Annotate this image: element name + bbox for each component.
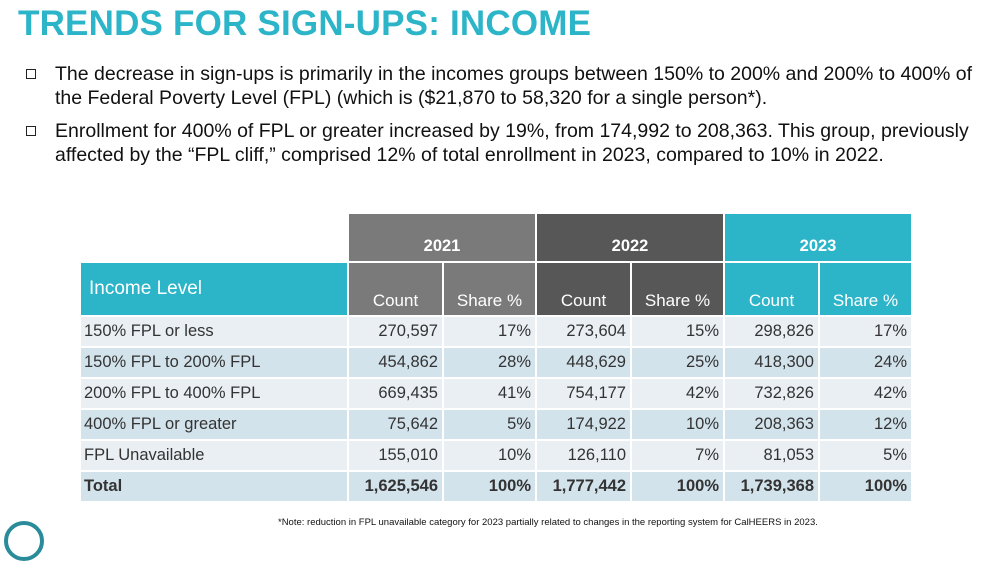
bullet-item: The decrease in sign-ups is primarily in… — [22, 62, 987, 110]
count-cell: 174,922 — [535, 408, 632, 441]
share-header: Share % — [442, 261, 537, 317]
bullet-text: Enrollment for 400% of FPL or greater in… — [55, 120, 969, 166]
count-header: Count — [535, 261, 632, 317]
share-cell: 41% — [442, 377, 537, 410]
count-cell: 270,597 — [347, 315, 444, 348]
income-level-header: Income Level — [79, 261, 349, 317]
year-header-2022: 2022 — [535, 212, 725, 263]
bullet-item: Enrollment for 400% of FPL or greater in… — [22, 119, 987, 167]
share-cell: 10% — [442, 439, 537, 472]
count-cell: 298,826 — [723, 315, 820, 348]
count-cell: 273,604 — [535, 315, 632, 348]
empty-corner — [80, 213, 348, 262]
share-cell: 42% — [630, 377, 725, 410]
count-cell: 732,826 — [723, 377, 820, 410]
share-cell: 5% — [442, 408, 537, 441]
count-cell: 418,300 — [723, 346, 820, 379]
row-label: FPL Unavailable — [79, 439, 349, 472]
year-header-2021: 2021 — [347, 212, 537, 263]
row-label: 200% FPL to 400% FPL — [79, 377, 349, 410]
bullet-text: The decrease in sign-ups is primarily in… — [55, 63, 973, 109]
share-cell: 7% — [630, 439, 725, 472]
share-cell: 42% — [818, 377, 913, 410]
table-row: 200% FPL to 400% FPL 669,435 41% 754,177 42%… — [79, 377, 913, 410]
count-header: Count — [347, 261, 444, 317]
share-header: Share % — [630, 261, 725, 317]
count-cell: 1,625,546 — [347, 470, 444, 503]
count-cell: 448,629 — [535, 346, 632, 379]
share-cell: 100% — [818, 470, 913, 503]
count-cell: 1,739,368 — [723, 470, 820, 503]
table-row: 150% FPL or less 270,597 17% 273,604 15% 298,… — [79, 315, 913, 348]
count-header: Count — [723, 261, 820, 317]
count-cell: 208,363 — [723, 408, 820, 441]
bullet-list: The decrease in sign-ups is primarily in… — [22, 62, 987, 176]
row-label: 400% FPL or greater — [79, 408, 349, 441]
row-label: 150% FPL to 200% FPL — [79, 346, 349, 379]
share-cell: 12% — [818, 408, 913, 441]
row-label: Total — [79, 470, 349, 503]
share-cell: 17% — [442, 315, 537, 348]
share-cell: 5% — [818, 439, 913, 472]
count-cell: 1,777,442 — [535, 470, 632, 503]
count-cell: 126,110 — [535, 439, 632, 472]
share-header: Share % — [818, 261, 913, 317]
footnote: *Note: reduction in FPL unavailable cate… — [278, 517, 818, 528]
share-cell: 17% — [818, 315, 913, 348]
share-cell: 24% — [818, 346, 913, 379]
slide-title: TRENDS FOR SIGN-UPS: INCOME — [18, 4, 592, 43]
count-cell: 75,642 — [347, 408, 444, 441]
table-row: 150% FPL to 200% FPL 454,862 28% 448,629 25%… — [79, 346, 913, 379]
count-cell: 81,053 — [723, 439, 820, 472]
count-cell: 669,435 — [347, 377, 444, 410]
share-cell: 100% — [630, 470, 725, 503]
row-label: 150% FPL or less — [79, 315, 349, 348]
share-cell: 28% — [442, 346, 537, 379]
count-cell: 155,010 — [347, 439, 444, 472]
share-cell: 25% — [630, 346, 725, 379]
table-row: 400% FPL or greater 75,642 5% 174,922 10% 208… — [79, 408, 913, 441]
table-row: FPL Unavailable 155,010 10% 126,110 7% 81,053… — [79, 439, 913, 472]
count-cell: 454,862 — [347, 346, 444, 379]
count-cell: 754,177 — [535, 377, 632, 410]
logo-icon — [4, 521, 44, 561]
share-cell: 10% — [630, 408, 725, 441]
total-row: Total 1,625,546 100% 1,777,442 100% 1,739,368… — [79, 470, 913, 503]
year-header-2023: 2023 — [723, 212, 913, 263]
share-cell: 15% — [630, 315, 725, 348]
square-bullet-icon — [26, 126, 36, 136]
share-cell: 100% — [442, 470, 537, 503]
income-table: 2021 2022 2023 Income Level Count Share … — [79, 212, 913, 503]
square-bullet-icon — [26, 69, 36, 79]
